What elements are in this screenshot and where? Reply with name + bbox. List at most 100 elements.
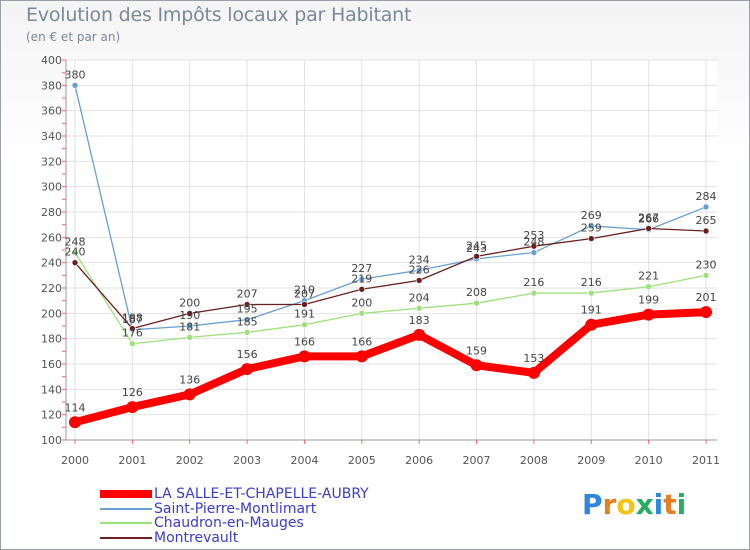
data-label-2: 208 xyxy=(466,286,487,299)
legend-swatch xyxy=(100,537,152,539)
axes: 1001201401601802002202402602803003203403… xyxy=(41,54,720,467)
x-tick-label: 2004 xyxy=(290,454,318,467)
x-tick-label: 2005 xyxy=(348,454,376,467)
data-label-1: 195 xyxy=(237,303,258,316)
series-point-0 xyxy=(413,328,426,341)
x-tick-label: 2007 xyxy=(463,454,491,467)
series-line-0 xyxy=(71,308,710,427)
data-label-3: 207 xyxy=(294,287,315,300)
x-tick-label: 2011 xyxy=(692,454,720,467)
logo-letter: i xyxy=(653,488,664,521)
chart-subtitle: (en € et par an) xyxy=(26,30,121,44)
data-label-1: 210 xyxy=(294,284,315,297)
series-point-2 xyxy=(71,249,79,256)
series-point-2 xyxy=(587,289,595,297)
logo-letter: t xyxy=(663,488,677,521)
series-point-3 xyxy=(301,301,308,308)
grid-lines xyxy=(66,59,717,441)
legend-label: Montrevault xyxy=(154,530,239,546)
series-point-1 xyxy=(71,82,79,89)
data-label-0: 136 xyxy=(179,373,200,386)
series-point-3 xyxy=(243,301,251,308)
series-point-3 xyxy=(129,325,136,332)
series-point-1 xyxy=(243,316,251,323)
legend-label: LA SALLE-ET-CHAPELLE-AUBRY xyxy=(154,486,369,502)
series-line-2 xyxy=(74,251,707,345)
series-point-0 xyxy=(527,366,540,379)
logo-letter: P xyxy=(582,488,603,521)
data-label-0: 126 xyxy=(122,386,143,399)
data-label-2: 216 xyxy=(581,276,602,289)
y-tick-label: 160 xyxy=(41,358,62,371)
data-label-3: 188 xyxy=(122,312,143,325)
series-point-2 xyxy=(473,299,480,307)
data-label-2: 176 xyxy=(122,327,143,340)
logo-letter: i xyxy=(676,488,687,521)
series-point-1 xyxy=(415,266,423,274)
data-label-0: 159 xyxy=(466,344,487,357)
data-label-3: 245 xyxy=(466,239,487,252)
legend-swatch xyxy=(100,522,152,524)
y-tick-label: 280 xyxy=(41,206,62,219)
data-label-1: 266 xyxy=(638,213,659,226)
data-label-1: 187 xyxy=(122,313,143,326)
series-line-1 xyxy=(74,84,707,331)
data-label-0: 183 xyxy=(409,314,430,327)
legend-label: Saint-Pierre-Montlimart xyxy=(154,501,317,517)
data-label-2: 216 xyxy=(523,276,544,289)
series-line-3 xyxy=(74,227,707,330)
data-label-1: 269 xyxy=(581,209,602,222)
series-point-2 xyxy=(129,340,136,348)
series-point-1 xyxy=(530,249,538,256)
data-label-2: 181 xyxy=(179,320,200,333)
data-label-3: 226 xyxy=(409,263,430,276)
series-point-3 xyxy=(71,259,79,266)
y-tick-label: 360 xyxy=(41,105,62,118)
data-label-1: 234 xyxy=(409,253,430,266)
x-tick-label: 2000 xyxy=(61,454,89,467)
series-point-0 xyxy=(585,318,598,331)
series-point-3 xyxy=(415,277,423,284)
data-label-0: 199 xyxy=(638,294,659,307)
plot-background xyxy=(66,60,717,440)
x-tick-label: 2008 xyxy=(520,454,548,467)
series-point-3 xyxy=(587,235,595,242)
logo-letter: x xyxy=(635,488,654,521)
data-label-3: 267 xyxy=(638,211,659,224)
series-point-3 xyxy=(473,253,480,260)
series-point-0 xyxy=(241,363,254,376)
series-point-0 xyxy=(298,350,311,363)
data-label-1: 248 xyxy=(523,236,544,249)
y-tick-label: 220 xyxy=(41,282,62,295)
series-point-0 xyxy=(355,350,368,363)
proxiti-logo: Proxiti xyxy=(582,488,686,521)
series-point-2 xyxy=(243,329,251,336)
series-point-2 xyxy=(702,272,710,279)
data-labels-layer: 380 187 190 195 210 227 234 243 248 269 266 284 248 1… xyxy=(65,68,717,414)
series-point-3 xyxy=(186,310,194,317)
legend-item-chaudron: Chaudron-en-Mauges xyxy=(100,515,304,531)
y-tick-label: 140 xyxy=(41,383,62,396)
data-label-0: 153 xyxy=(523,352,544,365)
series-point-2 xyxy=(186,334,194,341)
series-point-0 xyxy=(700,306,712,319)
data-label-2: 185 xyxy=(237,315,258,328)
series-point-0 xyxy=(470,359,483,372)
data-label-0: 201 xyxy=(696,291,717,304)
y-tick-label: 100 xyxy=(41,434,62,447)
series-point-3 xyxy=(358,285,366,293)
data-label-0: 114 xyxy=(65,401,86,414)
data-label-2: 221 xyxy=(638,270,659,283)
series-point-1 xyxy=(587,222,595,230)
y-tick-label: 120 xyxy=(41,409,62,422)
series-point-3 xyxy=(645,225,652,232)
data-label-3: 219 xyxy=(351,272,372,285)
data-label-2: 200 xyxy=(351,296,372,309)
x-tick-label: 2001 xyxy=(118,454,146,467)
y-tick-label: 400 xyxy=(41,54,62,67)
data-label-2: 248 xyxy=(65,236,86,249)
series-layer xyxy=(69,82,712,429)
data-label-1: 227 xyxy=(351,262,372,275)
x-tick-label: 2009 xyxy=(577,454,605,467)
legend-item-saint-pierre: Saint-Pierre-Montlimart xyxy=(100,501,316,517)
